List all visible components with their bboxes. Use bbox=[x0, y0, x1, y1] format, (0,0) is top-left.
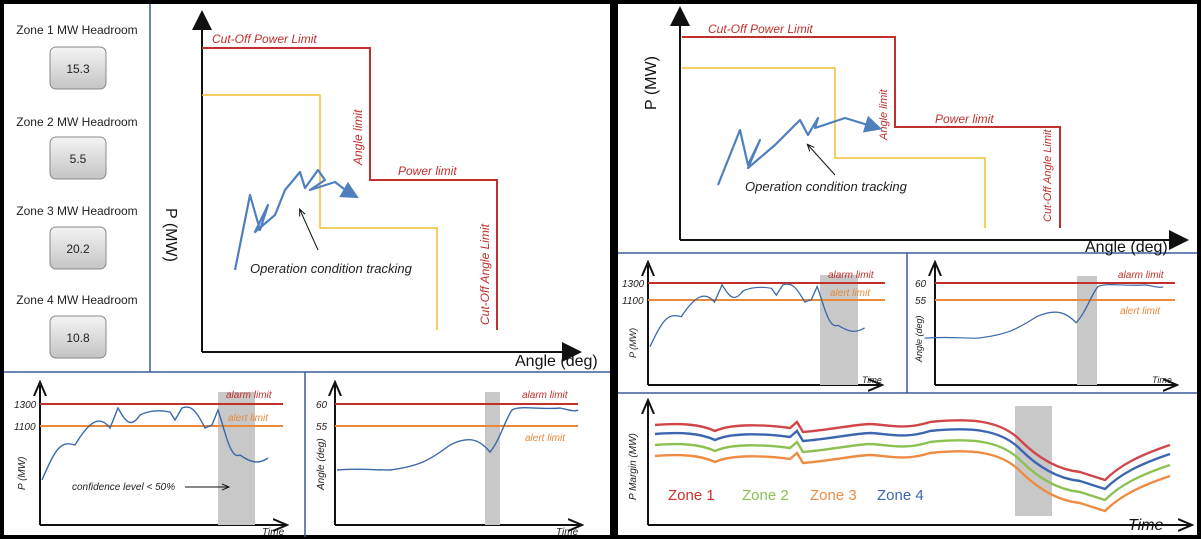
alert-label: alert limit bbox=[228, 413, 269, 424]
alarm-label: alarm limit bbox=[522, 390, 569, 401]
y-axis-label: Angle (deg) bbox=[914, 315, 924, 363]
limit-label: Cut-Off Power Limit bbox=[212, 32, 317, 46]
alert-line bbox=[202, 94, 438, 330]
limit-label: Angle limit bbox=[351, 109, 365, 166]
y-tick-label: 55 bbox=[316, 422, 328, 433]
y-tick-label: 60 bbox=[915, 279, 927, 290]
y-tick-label: 1100 bbox=[622, 296, 644, 307]
y-tick-label: 60 bbox=[316, 400, 328, 411]
y-tick-label: 55 bbox=[915, 296, 927, 307]
y-axis-label: P (MW) bbox=[628, 328, 638, 358]
tracking-path bbox=[716, 115, 883, 186]
headroom-box[interactable] bbox=[49, 136, 107, 180]
divider bbox=[610, 0, 618, 539]
right-angle-chart: 60 55 alarm limit alert limit Angle (deg… bbox=[914, 264, 1175, 385]
y-tick-label: 1300 bbox=[622, 279, 645, 290]
y-axis-label: P (MW) bbox=[643, 56, 660, 110]
y-tick-label: 1300 bbox=[14, 400, 37, 411]
limit-label: Power limit bbox=[935, 112, 994, 126]
alert-label: alert limit bbox=[1120, 306, 1161, 317]
x-axis-label: Time bbox=[862, 375, 882, 385]
shaded-window bbox=[1077, 276, 1097, 385]
headroom-value: 15.3 bbox=[66, 62, 90, 76]
tracking-path bbox=[233, 168, 359, 271]
x-axis-label: Time bbox=[1152, 375, 1172, 385]
headroom-panel: Zone 1 MW Headroom 15.3 Zone 2 MW Headro… bbox=[16, 23, 138, 359]
headroom-label: Zone 2 MW Headroom bbox=[16, 115, 137, 129]
x-axis-label: Angle (deg) bbox=[1085, 239, 1168, 256]
headroom-label: Zone 4 MW Headroom bbox=[16, 293, 137, 307]
limit-line bbox=[202, 47, 498, 330]
alarm-label: alarm limit bbox=[1118, 270, 1165, 281]
alert-line bbox=[682, 67, 986, 228]
shaded-window bbox=[485, 392, 500, 525]
shaded-window bbox=[218, 392, 255, 525]
headroom-label: Zone 3 MW Headroom bbox=[16, 204, 137, 218]
alarm-label: alarm limit bbox=[828, 270, 875, 281]
headroom-value: 10.8 bbox=[66, 331, 90, 345]
headroom-box[interactable] bbox=[49, 315, 107, 359]
y-tick-label: 1100 bbox=[14, 422, 36, 433]
x-axis-label: Time bbox=[556, 527, 579, 538]
annotation: Operation condition tracking bbox=[745, 179, 908, 194]
headroom-box[interactable] bbox=[49, 226, 107, 270]
headroom-value: 20.2 bbox=[66, 242, 90, 256]
alarm-label: alarm limit bbox=[226, 390, 273, 401]
zone-label: Zone 4 bbox=[877, 487, 924, 504]
annotation: confidence level < 50% bbox=[72, 482, 175, 493]
limit-line bbox=[682, 36, 1061, 228]
zone-label: Zone 2 bbox=[742, 487, 789, 504]
left-power-chart: 1300 1100 alarm limit alert limit confid… bbox=[14, 384, 285, 538]
right-diagram: Cut-Off Power Limit Angle limit Power li… bbox=[643, 6, 1189, 256]
headroom-value: 5.5 bbox=[70, 152, 87, 166]
left-diagram: Cut-Off Power Limit Angle limit Power li… bbox=[162, 10, 598, 370]
x-axis-label: Angle (deg) bbox=[515, 353, 598, 370]
margin-chart: Zone 1 Zone 2 Zone 3 Zone 4 P Margin (MW… bbox=[628, 402, 1190, 534]
alert-label: alert limit bbox=[525, 433, 566, 444]
annotation: Operation condition tracking bbox=[250, 261, 413, 276]
limit-label: Cut-Off Angle Limit bbox=[1042, 129, 1054, 222]
alert-label: alert limit bbox=[830, 288, 871, 299]
limit-label: Angle limit bbox=[878, 88, 890, 141]
right-power-chart: 1300 1100 alarm limit alert limit P (MW)… bbox=[622, 264, 885, 385]
x-axis-label: Time bbox=[1128, 517, 1164, 534]
y-axis-label: Angle (deg) bbox=[316, 438, 327, 491]
headroom-box[interactable] bbox=[49, 46, 107, 90]
pointer bbox=[808, 145, 836, 176]
y-axis-label: P (MW) bbox=[17, 456, 28, 490]
limit-label: Cut-Off Angle Limit bbox=[478, 223, 492, 325]
shaded-window bbox=[820, 275, 858, 385]
limit-label: Cut-Off Power Limit bbox=[708, 22, 813, 36]
y-axis-label: P (MW) bbox=[162, 208, 179, 262]
x-axis-label: Time bbox=[262, 527, 285, 538]
headroom-label: Zone 1 MW Headroom bbox=[16, 23, 137, 37]
zone-label: Zone 1 bbox=[668, 487, 715, 504]
limit-label: Power limit bbox=[398, 164, 457, 178]
zone-label: Zone 3 bbox=[810, 487, 857, 504]
y-axis-label: P Margin (MW) bbox=[628, 433, 639, 500]
left-angle-chart: 60 55 alarm limit alert limit Angle (deg… bbox=[316, 384, 580, 538]
pointer bbox=[300, 210, 319, 251]
